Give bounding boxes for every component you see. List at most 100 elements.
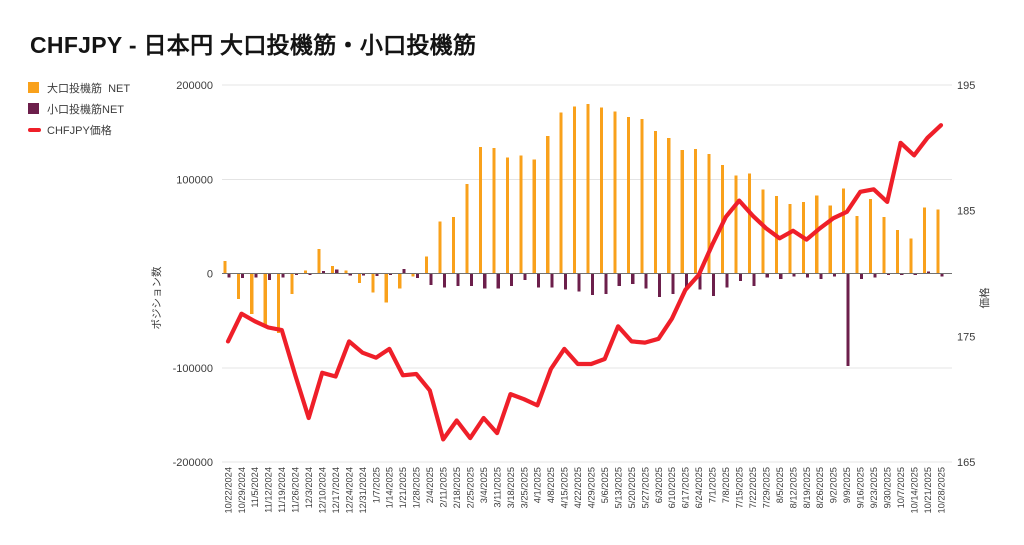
x-axis-tick-label: 8/12/2025: [788, 467, 798, 508]
x-axis-tick-label: 4/22/2025: [573, 467, 583, 508]
x-axis-tick-label: 3/18/2025: [506, 467, 516, 508]
small-net-bar: [644, 273, 648, 289]
legend-item-small-net: 小口投機筋NET: [28, 98, 130, 119]
small-net-bar: [241, 273, 245, 279]
large-net-bar: [936, 209, 940, 274]
small-net-bar: [886, 273, 890, 275]
legend-label: CHFJPY価格: [47, 124, 112, 137]
large-net-bar: [613, 111, 617, 274]
large-net-bar: [559, 112, 563, 274]
large-net-bar: [371, 273, 375, 293]
large-net-bar: [452, 216, 456, 274]
y-axis-tick-label: -200000: [173, 457, 213, 469]
small-net-bar: [415, 273, 419, 279]
x-axis-tick-label: 4/15/2025: [560, 467, 570, 508]
large-net-bar: [573, 106, 577, 274]
large-net-bar: [640, 118, 644, 274]
small-net-bar: [469, 273, 473, 286]
small-net-bar: [698, 273, 702, 290]
large-net-bar: [519, 155, 523, 274]
large-net-bar: [626, 117, 630, 274]
large-net-bar: [694, 149, 698, 274]
large-net-bar: [748, 173, 752, 274]
large-net-bar: [653, 131, 657, 274]
x-axis-tick-label: 10/22/2024: [223, 467, 233, 514]
small-net-bar: [442, 273, 446, 288]
small-net-bar: [711, 273, 715, 297]
small-net-bar: [402, 268, 406, 274]
large-net-bar: [290, 273, 294, 295]
y-axis-tick-label: 100000: [176, 174, 213, 186]
small-net-bar: [456, 273, 460, 286]
x-axis-tick-label: 9/2/2025: [829, 467, 839, 503]
large-net-bar: [304, 270, 308, 274]
x-axis-tick-label: 9/16/2025: [856, 467, 866, 508]
x-axis-tick-label: 2/18/2025: [452, 467, 462, 508]
small-net-bar: [294, 273, 298, 275]
large-net-bar: [250, 273, 254, 314]
right-axis-tick-label: 175: [957, 331, 975, 343]
small-net-bar: [738, 273, 742, 281]
x-axis-tick-label: 5/13/2025: [613, 467, 623, 508]
legend: 大口投機筋 NET 小口投機筋NET CHFJPY価格: [28, 77, 130, 140]
x-axis-tick-label: 5/27/2025: [640, 467, 650, 508]
y-axis-tick-label: 200000: [176, 80, 213, 92]
x-axis-tick-label: 6/10/2025: [667, 467, 677, 508]
small-net-bar: [550, 273, 554, 288]
small-net-bar: [375, 273, 379, 276]
small-net-bar: [308, 273, 312, 275]
x-axis-tick-label: 10/29/2024: [237, 467, 247, 514]
small-net-bar: [671, 273, 675, 295]
large-net-bar: [667, 137, 671, 274]
small-net-swatch: [28, 103, 39, 114]
small-net-bar: [389, 273, 393, 275]
large-net-bar: [895, 230, 899, 274]
x-axis-tick-label: 12/24/2024: [344, 467, 354, 514]
right-axis-title: 価格: [978, 287, 991, 308]
x-axis-tick-label: 6/17/2025: [681, 467, 691, 508]
x-axis-tick-label: 10/28/2025: [936, 467, 946, 514]
large-net-bar: [922, 207, 926, 274]
x-axis-tick-label: 3/4/2025: [479, 467, 489, 503]
large-net-bar: [317, 249, 321, 274]
price-line: [225, 123, 944, 442]
x-axis-tick-label: 7/8/2025: [721, 467, 731, 503]
price-line-swatch: [28, 127, 41, 132]
small-net-bar: [268, 273, 272, 281]
large-net-bar: [788, 203, 792, 274]
chart-title: CHFJPY - 日本円 大口投機筋・小口投機筋: [30, 32, 477, 58]
small-net-bar: [658, 273, 662, 298]
large-net-bar: [411, 273, 415, 277]
small-net-bar: [429, 273, 433, 285]
large-net-bar: [438, 221, 442, 274]
small-net-bar: [819, 273, 823, 280]
small-net-bar: [523, 273, 527, 281]
x-axis-tick-label: 11/12/2024: [264, 467, 274, 513]
x-axis-tick-label: 12/3/2024: [304, 467, 314, 508]
small-net-bar: [859, 273, 863, 280]
large-net-bar: [236, 273, 240, 299]
small-net-bar: [806, 273, 810, 278]
small-net-bar: [846, 273, 850, 366]
large-net-bar: [465, 184, 469, 274]
large-net-bar: [909, 238, 913, 274]
large-net-bar: [546, 135, 550, 274]
x-axis-tick-label: 8/5/2025: [775, 467, 785, 503]
small-net-bar: [873, 273, 877, 278]
large-net-bar: [478, 147, 482, 274]
large-net-bar: [492, 148, 496, 274]
small-net-bar: [779, 273, 783, 280]
small-net-bar: [335, 269, 339, 274]
large-net-bar: [344, 270, 348, 274]
small-net-bar: [281, 273, 285, 278]
x-axis-tick-label: 9/23/2025: [869, 467, 879, 508]
legend-item-large-net: 大口投機筋 NET: [28, 77, 130, 98]
small-net-bar: [765, 273, 769, 278]
x-axis-tick-label: 5/20/2025: [627, 467, 637, 508]
large-net-bar: [357, 273, 361, 283]
x-axis-tick-label: 7/15/2025: [735, 467, 745, 508]
small-net-bar: [537, 273, 541, 288]
x-axis-tick-label: 12/31/2024: [358, 467, 368, 514]
x-axis-tick-label: 7/1/2025: [708, 467, 718, 503]
